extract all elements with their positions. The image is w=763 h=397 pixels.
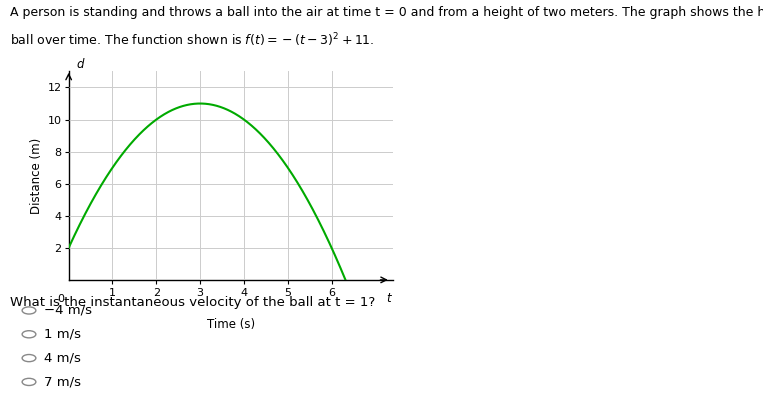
Text: −4 m/s: −4 m/s	[44, 304, 92, 317]
Text: A person is standing and throws a ball into the air at time t = 0 and from a hei: A person is standing and throws a ball i…	[10, 6, 763, 19]
X-axis label: Time (s): Time (s)	[207, 318, 255, 331]
Text: d: d	[76, 58, 84, 71]
Text: 7 m/s: 7 m/s	[44, 376, 81, 388]
Text: 1 m/s: 1 m/s	[44, 328, 81, 341]
Text: 0: 0	[57, 293, 64, 304]
Text: t: t	[386, 292, 391, 305]
Text: ball over time. The function shown is $f(t) = -(t-3)^2 + 11$.: ball over time. The function shown is $f…	[10, 32, 375, 49]
Text: 4 m/s: 4 m/s	[44, 352, 81, 364]
Y-axis label: Distance (m): Distance (m)	[31, 137, 43, 214]
Text: What is the instantaneous velocity of the ball at t = 1?: What is the instantaneous velocity of th…	[10, 296, 375, 309]
